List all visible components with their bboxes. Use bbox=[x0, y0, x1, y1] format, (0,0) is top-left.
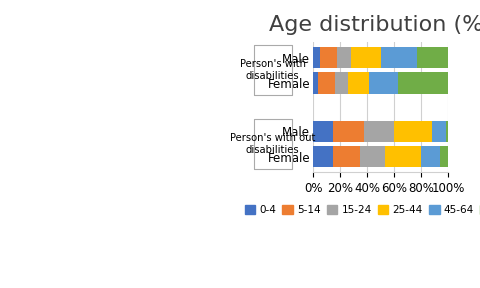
Bar bbox=[351, 47, 381, 68]
Bar bbox=[394, 121, 432, 142]
Bar bbox=[319, 72, 335, 94]
Bar bbox=[334, 146, 360, 167]
Title: Age distribution (%): Age distribution (%) bbox=[269, 15, 480, 35]
Bar bbox=[335, 72, 348, 94]
Bar bbox=[313, 121, 334, 142]
Bar bbox=[381, 47, 417, 68]
Legend: 0-4, 5-14, 15-24, 25-44, 45-64, 65+: 0-4, 5-14, 15-24, 25-44, 45-64, 65+ bbox=[240, 201, 480, 219]
Bar bbox=[440, 146, 448, 167]
Bar bbox=[421, 146, 440, 167]
Bar bbox=[320, 47, 337, 68]
Bar bbox=[348, 72, 369, 94]
Bar bbox=[337, 47, 351, 68]
Bar bbox=[313, 47, 320, 68]
Bar bbox=[334, 121, 364, 142]
Bar bbox=[432, 121, 445, 142]
Bar bbox=[417, 47, 448, 68]
Bar bbox=[313, 146, 334, 167]
Bar bbox=[369, 72, 398, 94]
Bar bbox=[313, 72, 319, 94]
Bar bbox=[445, 121, 448, 142]
Bar bbox=[385, 146, 421, 167]
Text: Person's with
disabilities: Person's with disabilities bbox=[240, 59, 305, 81]
Text: Person's with out
disabilities: Person's with out disabilities bbox=[230, 133, 315, 155]
Bar bbox=[364, 121, 394, 142]
Bar bbox=[360, 146, 385, 167]
Bar bbox=[398, 72, 448, 94]
